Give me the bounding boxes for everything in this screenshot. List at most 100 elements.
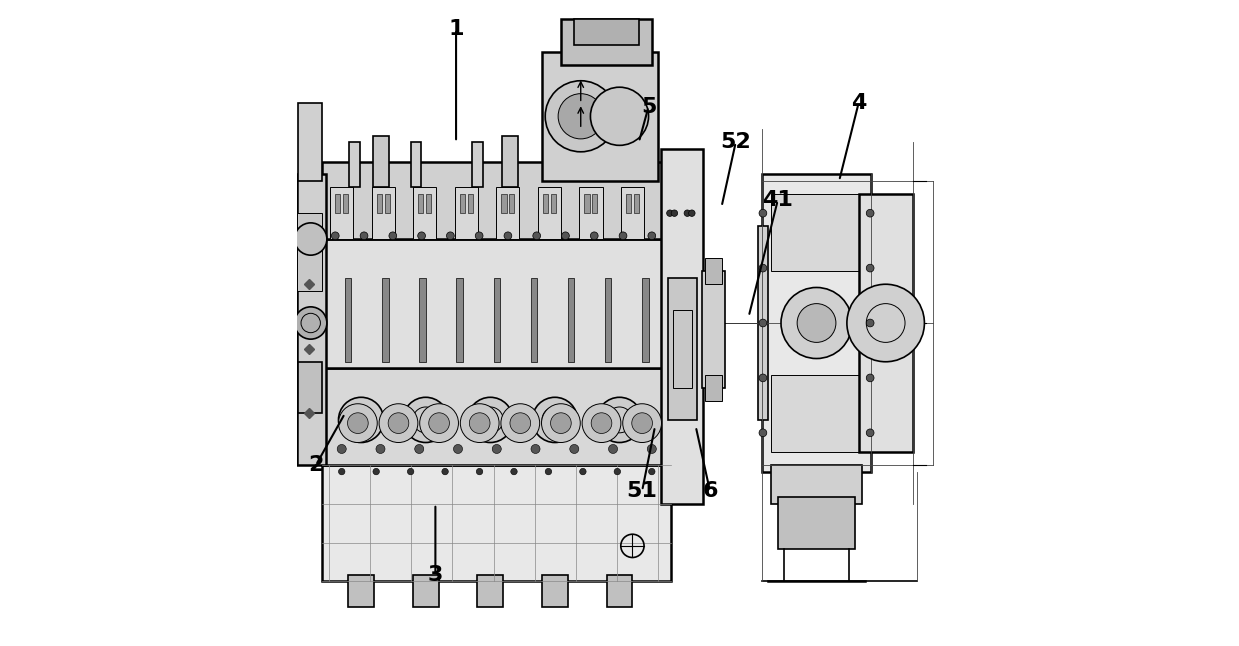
Bar: [349, 142, 359, 187]
Circle shape: [470, 413, 489, 433]
Circle shape: [760, 209, 767, 217]
Circle shape: [347, 413, 368, 433]
Circle shape: [541, 404, 580, 443]
Circle shape: [415, 444, 424, 453]
Circle shape: [476, 232, 483, 240]
Circle shape: [467, 397, 513, 443]
Circle shape: [582, 404, 621, 443]
Circle shape: [337, 444, 346, 453]
Circle shape: [580, 468, 586, 475]
Circle shape: [501, 404, 540, 443]
Circle shape: [632, 413, 653, 433]
Circle shape: [866, 429, 873, 437]
Bar: [550, 194, 556, 213]
Bar: [372, 187, 395, 239]
Bar: [585, 194, 590, 213]
Bar: [377, 194, 382, 213]
Bar: [460, 194, 465, 213]
Circle shape: [684, 210, 690, 216]
Circle shape: [442, 468, 449, 475]
Bar: [633, 194, 639, 213]
Bar: [530, 278, 538, 362]
Circle shape: [389, 232, 396, 240]
Circle shape: [647, 444, 657, 453]
Circle shape: [866, 319, 873, 327]
Circle shape: [373, 468, 379, 475]
Bar: [348, 575, 374, 607]
Bar: [413, 187, 436, 239]
Circle shape: [492, 444, 502, 453]
Circle shape: [760, 319, 767, 327]
Bar: [472, 142, 482, 187]
Circle shape: [760, 429, 767, 437]
Circle shape: [375, 444, 385, 453]
Text: 2: 2: [309, 455, 323, 475]
Circle shape: [760, 264, 767, 272]
Circle shape: [504, 232, 512, 240]
Bar: [477, 575, 503, 607]
Bar: [705, 375, 722, 401]
Circle shape: [570, 444, 579, 453]
Circle shape: [403, 397, 449, 443]
Text: 4: 4: [851, 94, 866, 113]
Circle shape: [338, 397, 384, 443]
Text: 1: 1: [449, 19, 463, 39]
Bar: [373, 136, 389, 187]
Text: 3: 3: [427, 565, 444, 585]
Bar: [411, 142, 421, 187]
Circle shape: [561, 232, 570, 240]
Circle shape: [667, 210, 673, 216]
Bar: [567, 278, 575, 362]
Circle shape: [648, 468, 655, 475]
Bar: [662, 149, 704, 504]
Circle shape: [532, 444, 540, 453]
Circle shape: [672, 210, 678, 216]
Bar: [322, 239, 672, 368]
Bar: [419, 194, 424, 213]
Bar: [626, 194, 631, 213]
Circle shape: [533, 232, 540, 240]
Circle shape: [648, 232, 655, 240]
Circle shape: [608, 444, 617, 453]
Circle shape: [866, 374, 873, 382]
Circle shape: [461, 404, 499, 443]
Bar: [509, 194, 514, 213]
Bar: [297, 103, 322, 181]
Bar: [621, 187, 644, 239]
Bar: [413, 575, 439, 607]
Circle shape: [866, 264, 873, 272]
Circle shape: [615, 468, 621, 475]
Bar: [296, 174, 326, 465]
Bar: [673, 310, 693, 388]
Bar: [605, 278, 611, 362]
Bar: [344, 278, 352, 362]
Circle shape: [591, 413, 612, 433]
Circle shape: [295, 307, 327, 339]
Bar: [330, 187, 353, 239]
Bar: [322, 465, 672, 581]
Bar: [456, 278, 463, 362]
Bar: [607, 575, 632, 607]
Bar: [758, 226, 768, 420]
Circle shape: [420, 404, 458, 443]
Circle shape: [545, 468, 551, 475]
Circle shape: [590, 232, 598, 240]
Bar: [502, 136, 518, 187]
Bar: [541, 52, 658, 181]
Circle shape: [866, 209, 873, 217]
Bar: [343, 194, 348, 213]
Circle shape: [847, 284, 924, 362]
Bar: [703, 271, 725, 388]
Circle shape: [476, 468, 483, 475]
Bar: [541, 575, 567, 607]
Bar: [543, 194, 548, 213]
Bar: [467, 194, 473, 213]
Text: 6: 6: [703, 481, 717, 501]
Bar: [384, 194, 390, 213]
Bar: [772, 465, 862, 504]
Circle shape: [591, 87, 648, 145]
Circle shape: [408, 468, 414, 475]
Bar: [772, 375, 859, 452]
Bar: [496, 187, 519, 239]
Circle shape: [510, 468, 517, 475]
